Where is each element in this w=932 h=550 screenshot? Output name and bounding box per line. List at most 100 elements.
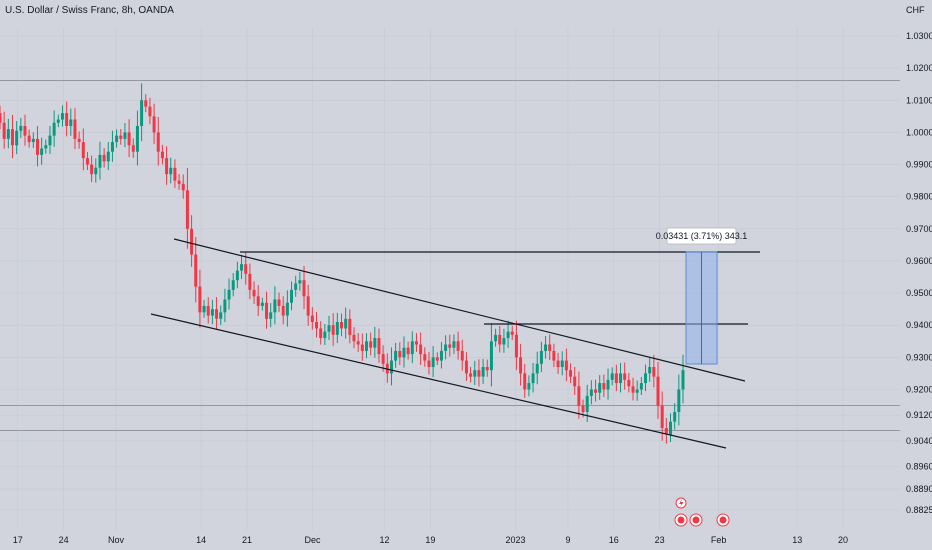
- candle-up: [269, 312, 273, 319]
- candle-up: [527, 383, 531, 390]
- time-axis[interactable]: 17 24 Nov 14 21 Dec 12 19 2023 9 16 23 Feb 13 20: [13, 535, 848, 545]
- candle-up: [98, 154, 102, 168]
- candle-up: [431, 357, 435, 367]
- candle-up: [669, 421, 673, 435]
- candle-down: [10, 129, 14, 146]
- candle-up: [677, 389, 681, 412]
- candle-down: [406, 347, 410, 355]
- candle-down: [23, 125, 27, 136]
- candle-up: [123, 132, 127, 139]
- grid-lines: [0, 28, 900, 530]
- candle-down: [306, 296, 310, 316]
- event-markers: [674, 497, 730, 527]
- candle-down: [102, 154, 106, 162]
- candle-down: [377, 338, 381, 355]
- candle-up: [389, 360, 393, 374]
- candle-down: [181, 183, 185, 191]
- candle-up: [452, 341, 456, 348]
- us-flag-glyph: [719, 516, 727, 524]
- candle-up: [56, 119, 60, 123]
- candle-up: [227, 289, 231, 300]
- candle-up: [444, 344, 448, 351]
- candle-up: [673, 411, 677, 422]
- candle-down: [594, 389, 598, 393]
- candle-down: [348, 318, 352, 335]
- candle-up: [210, 309, 214, 316]
- candle-up: [202, 305, 206, 313]
- candle-down: [206, 305, 210, 316]
- candle-down: [152, 116, 156, 133]
- candle-down: [573, 376, 577, 387]
- x-tick-label: Dec: [304, 535, 321, 545]
- candle-down: [340, 322, 343, 329]
- candle-up: [6, 129, 10, 139]
- us-flag-glyph: [677, 516, 685, 524]
- candle-down: [398, 350, 402, 358]
- candle-down: [514, 334, 518, 358]
- candle-down: [548, 344, 552, 351]
- candle-up: [298, 280, 302, 284]
- candle-down: [552, 350, 556, 361]
- candle-down: [369, 341, 373, 348]
- candle-up: [44, 145, 48, 149]
- candle-up: [52, 122, 56, 136]
- candle-down: [435, 357, 439, 361]
- candle-up: [531, 373, 535, 384]
- candle-down: [569, 370, 573, 377]
- candle-up: [489, 341, 493, 371]
- candle-down: [310, 315, 314, 323]
- candle-up: [439, 350, 443, 361]
- candle-up: [598, 383, 602, 393]
- candle-up: [40, 148, 44, 155]
- candle-down: [198, 286, 202, 313]
- x-tick-label: 17: [13, 535, 23, 545]
- candle-down: [564, 360, 568, 371]
- candle-up: [106, 151, 110, 162]
- candle-up: [169, 167, 173, 175]
- lightning-glyph: [679, 499, 684, 508]
- candle-up: [589, 389, 593, 396]
- candle-down: [248, 273, 252, 290]
- candle-up: [140, 100, 144, 126]
- candle-up: [635, 389, 639, 393]
- candle-up: [539, 350, 543, 364]
- candle-down: [127, 132, 131, 146]
- candle-down: [85, 158, 89, 165]
- candle-up: [323, 331, 327, 339]
- candle-up: [327, 325, 331, 332]
- candle-up: [135, 125, 139, 152]
- channel-upper-line[interactable]: [173, 238, 746, 382]
- candle-up: [606, 379, 610, 390]
- candle-down: [423, 354, 427, 361]
- candle-down: [614, 373, 618, 384]
- candle-up: [60, 113, 64, 120]
- candle-up: [585, 395, 589, 412]
- candle-down: [131, 145, 135, 152]
- candle-down: [65, 113, 69, 126]
- candle-down: [173, 167, 177, 181]
- x-tick-label: 12: [380, 535, 390, 545]
- candle-up: [110, 142, 114, 152]
- candle-down: [469, 373, 473, 377]
- candle-down: [73, 119, 77, 139]
- candle-down: [2, 122, 6, 139]
- candle-down: [660, 405, 664, 429]
- candle-down: [148, 106, 152, 117]
- candle-down: [656, 376, 660, 406]
- candle-down: [35, 138, 39, 155]
- candle-down: [627, 379, 631, 387]
- y-tick-label: 1.01000: [906, 95, 932, 105]
- candle-down: [448, 344, 452, 348]
- channel-lower-line[interactable]: [150, 313, 727, 449]
- x-tick-label: 13: [792, 535, 802, 545]
- candle-up: [273, 299, 277, 313]
